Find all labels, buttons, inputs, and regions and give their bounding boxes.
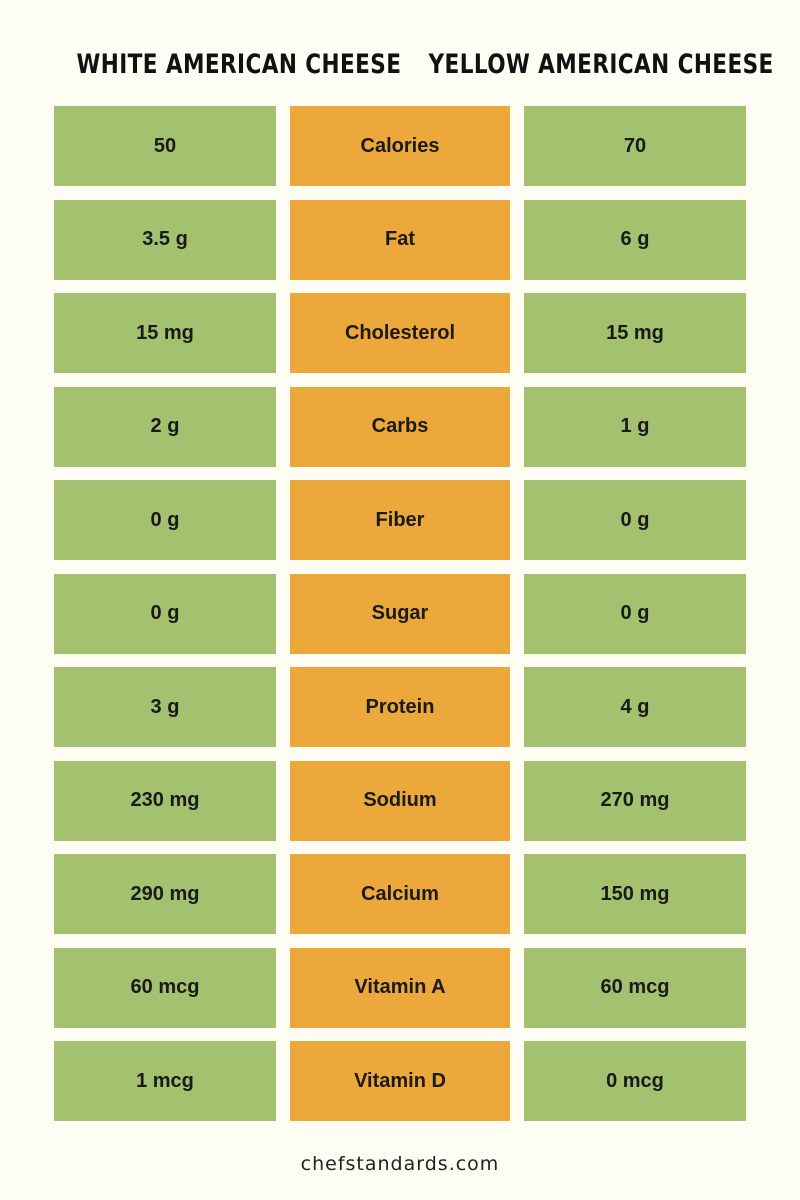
yellow-cheese-value: 0 g <box>524 573 746 654</box>
yellow-cheese-value: 0 mcg <box>524 1041 746 1121</box>
yellow-cheese-value: 4 g <box>524 667 746 747</box>
yellow-cheese-title: YELLOW AMERICAN CHEESE <box>428 49 774 80</box>
white-cheese-value: 230 mg <box>54 760 276 841</box>
table-row: 60 mcg Vitamin A 60 mcg <box>54 947 746 1028</box>
yellow-cheese-value: 6 g <box>524 199 746 280</box>
nutrient-label: Fat <box>290 199 510 280</box>
nutrient-label: Sugar <box>290 573 510 654</box>
white-cheese-value: 15 mg <box>54 293 276 373</box>
table-row: 0 g Fiber 0 g <box>54 480 746 560</box>
nutrient-label: Calories <box>290 106 510 186</box>
yellow-cheese-value: 60 mcg <box>524 947 746 1028</box>
white-cheese-value: 0 g <box>54 573 276 654</box>
yellow-cheese-value: 0 g <box>524 480 746 560</box>
table-row: 0 g Sugar 0 g <box>54 573 746 654</box>
nutrient-label: Vitamin D <box>290 1041 510 1121</box>
white-cheese-value: 2 g <box>54 386 276 467</box>
white-cheese-title: WHITE AMERICAN CHEESE <box>76 49 402 80</box>
nutrient-label: Protein <box>290 667 510 747</box>
white-cheese-value: 60 mcg <box>54 947 276 1028</box>
white-cheese-value: 1 mcg <box>54 1041 276 1121</box>
nutrient-label: Vitamin A <box>290 947 510 1028</box>
nutrient-label: Carbs <box>290 386 510 467</box>
table-row: 290 mg Calcium 150 mg <box>54 854 746 934</box>
yellow-cheese-value: 1 g <box>524 386 746 467</box>
table-row: 1 mcg Vitamin D 0 mcg <box>54 1041 746 1121</box>
table-row: 50 Calories 70 <box>54 106 746 186</box>
white-cheese-value: 3.5 g <box>54 199 276 280</box>
table-row: 2 g Carbs 1 g <box>54 386 746 467</box>
nutrient-label: Sodium <box>290 760 510 841</box>
yellow-cheese-value: 15 mg <box>524 293 746 373</box>
table-row: 3 g Protein 4 g <box>54 667 746 747</box>
yellow-cheese-value: 270 mg <box>524 760 746 841</box>
nutrient-label: Fiber <box>290 480 510 560</box>
yellow-cheese-value: 70 <box>524 106 746 186</box>
nutrient-label: Cholesterol <box>290 293 510 373</box>
nutrient-label: Calcium <box>290 854 510 934</box>
table-row: 15 mg Cholesterol 15 mg <box>54 293 746 373</box>
white-cheese-value: 0 g <box>54 480 276 560</box>
nutrition-comparison-table: 50 Calories 70 3.5 g Fat 6 g 15 mg Chole… <box>54 106 746 1135</box>
white-cheese-value: 290 mg <box>54 854 276 934</box>
table-row: 3.5 g Fat 6 g <box>54 199 746 280</box>
site-credit: chefstandards.com <box>300 1153 500 1175</box>
white-cheese-value: 3 g <box>54 667 276 747</box>
white-cheese-value: 50 <box>54 106 276 186</box>
yellow-cheese-value: 150 mg <box>524 854 746 934</box>
table-row: 230 mg Sodium 270 mg <box>54 760 746 841</box>
comparison-header: WHITE AMERICAN CHEESE YELLOW AMERICAN CH… <box>0 40 800 90</box>
